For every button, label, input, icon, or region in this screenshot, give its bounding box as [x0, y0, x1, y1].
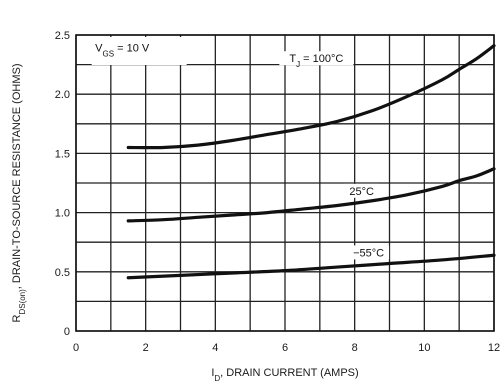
plot-frame — [75, 34, 495, 332]
y-tick-label: 2.5 — [55, 30, 70, 42]
x-tick-label: 12 — [488, 342, 500, 354]
x-tick-label: 10 — [418, 342, 430, 354]
curve-25c — [126, 167, 496, 223]
series-label-backing — [279, 51, 354, 66]
x-tick-label: 6 — [282, 342, 288, 354]
series-label-minus-55c: −55°C — [353, 247, 384, 259]
y-tick-label: 0 — [64, 326, 70, 338]
y-tick-label: 0.5 — [55, 267, 70, 279]
vgs-condition-label: VGS = 10 V — [95, 43, 150, 59]
x-axis-title: ID, DRAIN CURRENT (AMPS) — [211, 367, 358, 383]
axis-titles: ID, DRAIN CURRENT (AMPS) RDS(on), DRAIN-T… — [11, 63, 359, 382]
series-label-backing — [348, 245, 390, 260]
x-tick-label: 0 — [73, 342, 79, 354]
series-label-25c: 25°C — [349, 186, 374, 198]
y-tick-label: 1.5 — [55, 148, 70, 160]
series-label-tj-100c: TJ = 100°C — [289, 53, 343, 68]
grid-lines — [75, 34, 495, 332]
y-tick-label: 1.0 — [55, 208, 70, 220]
x-tick-label: 4 — [212, 342, 218, 354]
series-label-backing — [344, 183, 379, 198]
annotations: VGS = 10 V TJ = 100°C 25°C −55°C — [91, 37, 390, 260]
y-axis-title: RDS(on), DRAIN-TO-SOURCE RESISTANCE (OHM… — [11, 63, 27, 322]
x-tick-label: 8 — [352, 342, 358, 354]
tick-labels: 0 2 4 6 8 10 12 0 0.5 1.0 1.5 2.0 2.5 — [55, 30, 500, 354]
series-curves — [126, 44, 496, 280]
curve-tj-100c — [126, 44, 496, 150]
x-tick-label: 2 — [143, 342, 149, 354]
curve-minus-55c — [126, 253, 496, 280]
y-tick-label: 2.0 — [55, 89, 70, 101]
condition-backing — [91, 37, 187, 65]
